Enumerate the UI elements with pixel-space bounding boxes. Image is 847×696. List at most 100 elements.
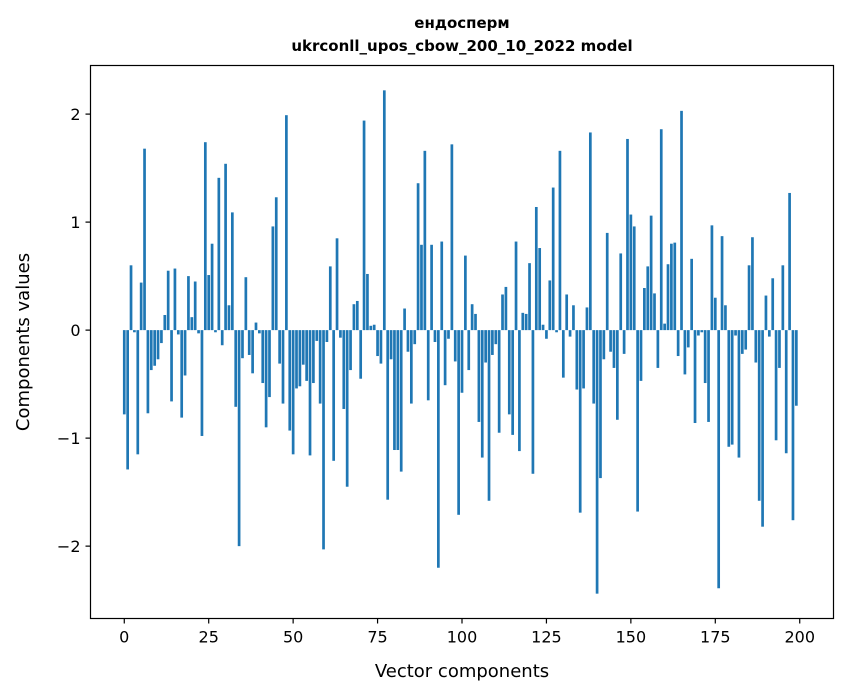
bar [507, 330, 511, 415]
bar [352, 304, 356, 331]
x-tick-label: 100 [447, 628, 478, 647]
bar [602, 330, 606, 360]
y-axis-label: Components values [13, 253, 34, 431]
bar [643, 288, 646, 331]
y-tick-label: −2 [57, 537, 81, 556]
bar [582, 330, 585, 389]
bar [636, 330, 639, 512]
y-tick-label: −1 [57, 429, 81, 448]
bar [629, 214, 633, 331]
bar [298, 330, 302, 387]
bar [399, 330, 403, 472]
bar [545, 330, 548, 339]
bar [747, 265, 751, 331]
bar [767, 330, 771, 337]
bar [440, 241, 444, 331]
bar [342, 330, 346, 409]
bar [534, 206, 538, 331]
bar [203, 142, 207, 331]
bar [146, 330, 150, 414]
bar [437, 330, 440, 568]
bar [355, 300, 359, 331]
bar [369, 325, 373, 331]
bar [734, 330, 737, 336]
bar [656, 330, 660, 368]
bar [480, 330, 484, 458]
bar [393, 330, 396, 451]
bar [315, 330, 319, 341]
bar [278, 330, 281, 364]
bar [737, 330, 741, 458]
bar [258, 330, 261, 334]
bar [166, 270, 170, 331]
bar [740, 330, 744, 354]
bar [193, 281, 197, 331]
bar [754, 330, 758, 363]
bar [619, 253, 623, 331]
bar [447, 330, 450, 339]
bar [487, 330, 491, 501]
bar [271, 226, 275, 331]
bar [251, 330, 254, 374]
bar [744, 330, 748, 350]
x-axis-ticks: 0 25 50 75 100 125 150 175 200 [119, 618, 815, 647]
bar [227, 305, 231, 331]
bar [349, 330, 352, 371]
chart-title-line-1: ендосперм [414, 14, 509, 32]
x-tick-label: 75 [367, 628, 387, 647]
bar [416, 183, 420, 331]
bar [551, 187, 555, 331]
x-tick-label: 125 [531, 628, 562, 647]
bar [474, 313, 477, 331]
bar [156, 330, 160, 360]
bar [703, 330, 707, 384]
bar [717, 330, 721, 589]
bar [230, 212, 234, 331]
bar [406, 330, 410, 352]
bar [646, 266, 650, 331]
bar [514, 241, 518, 331]
bar [224, 163, 227, 331]
bar [443, 330, 447, 386]
bar [578, 330, 582, 513]
bar [686, 330, 690, 348]
bar [609, 330, 612, 352]
bar [484, 330, 487, 363]
bar [291, 330, 295, 455]
bar [707, 330, 710, 422]
bar [727, 330, 731, 447]
bar [467, 330, 471, 371]
bar [396, 330, 400, 451]
bar [450, 144, 454, 331]
bar [180, 330, 184, 418]
bar [791, 330, 795, 521]
bar [183, 330, 187, 376]
bar [555, 330, 558, 333]
bar [136, 330, 140, 455]
bar [244, 277, 248, 331]
bar [153, 330, 157, 366]
bar [328, 266, 332, 331]
plot-frame [89, 64, 835, 620]
bar [254, 322, 258, 331]
bar [322, 330, 325, 550]
bars-group [122, 90, 798, 594]
bar [149, 330, 153, 371]
bar [639, 330, 643, 381]
bar [403, 308, 406, 331]
bar [129, 265, 133, 331]
bar [247, 330, 251, 355]
bar [585, 307, 589, 331]
bar [389, 330, 393, 360]
bar [362, 120, 366, 331]
bar [325, 330, 329, 342]
bar [460, 330, 464, 393]
bar [605, 232, 609, 331]
bar [757, 330, 761, 501]
bar [700, 330, 704, 333]
bar [632, 226, 636, 331]
bar [568, 330, 572, 337]
bar [176, 330, 180, 335]
bar [561, 330, 565, 378]
